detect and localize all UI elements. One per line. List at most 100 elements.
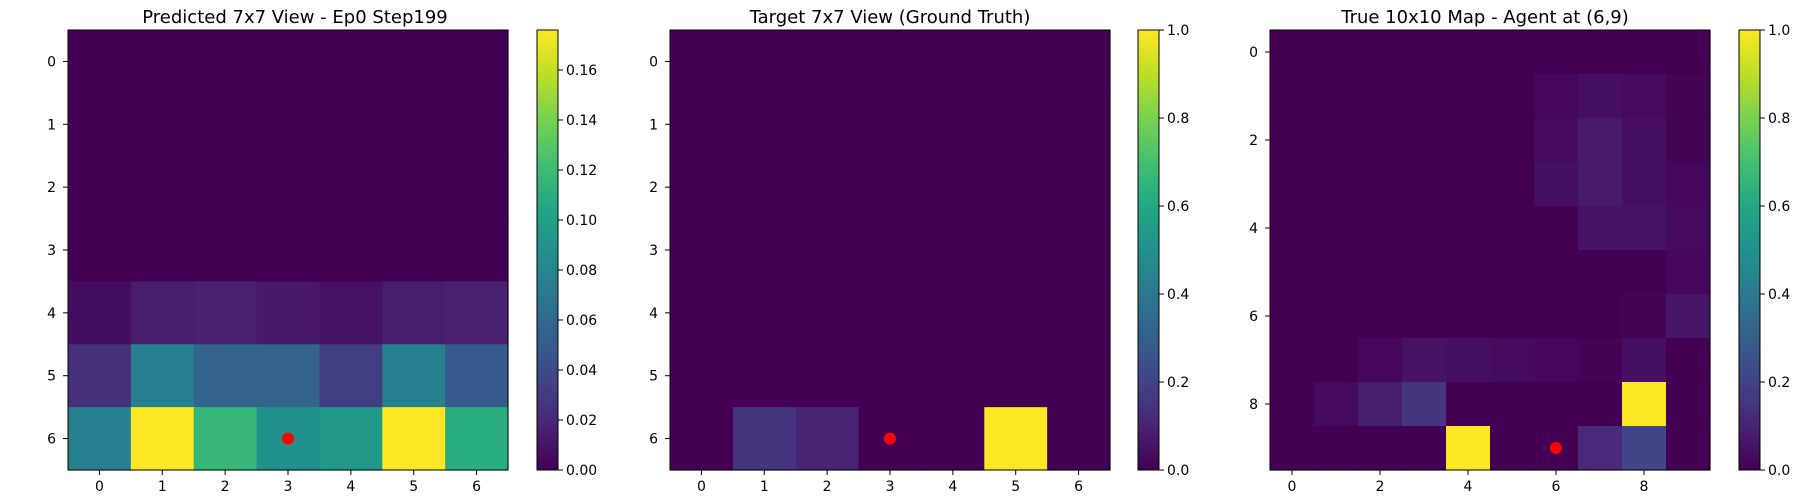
heatmap-cell [1402, 118, 1447, 163]
heatmap-cell [670, 30, 734, 94]
heatmap-cell [984, 344, 1048, 408]
heatmap-cell [921, 344, 985, 408]
y-tick-label: 4 [47, 306, 56, 322]
heatmap-cell [1622, 294, 1667, 339]
heatmap-cell [319, 92, 383, 157]
heatmap-cell [858, 218, 923, 283]
heatmap-cell [1358, 118, 1403, 163]
y-tick-label: 0 [47, 54, 56, 70]
heatmap-cell [445, 30, 509, 94]
heatmap-cell [1446, 250, 1491, 295]
colorbar-tick-label: 0.4 [1768, 287, 1790, 303]
heatmap-cell [1622, 382, 1667, 427]
heatmap-cell [1578, 338, 1623, 383]
agent-marker [884, 432, 896, 445]
heatmap-cell [1402, 30, 1447, 75]
heatmap-cell [1622, 74, 1667, 119]
x-tick-label: 4 [346, 479, 355, 495]
heatmap-cell [858, 30, 923, 94]
colorbar-tick-label: 0.6 [1768, 199, 1790, 215]
y-tick-label: 4 [649, 306, 658, 322]
y-tick-label: 1 [47, 117, 56, 133]
heatmap-cell [1446, 74, 1491, 119]
heatmap-cell [1534, 338, 1579, 383]
heatmap-cell [1047, 218, 1111, 283]
x-tick-label: 1 [158, 479, 167, 495]
heatmap-cell [1402, 250, 1447, 295]
heatmap-cell [130, 92, 195, 157]
heatmap-cell [732, 30, 797, 94]
heatmap-cell [68, 92, 132, 157]
heatmap-cell [319, 344, 383, 408]
heatmap-cell [670, 281, 734, 345]
heatmap-cell [1358, 338, 1403, 383]
heatmap-cell [68, 344, 132, 408]
chart-title: Predicted 7x7 View - Ep0 Step199 [142, 7, 447, 28]
colorbar-tick-label: 0.12 [566, 163, 597, 179]
colorbar-tick-label: 0.8 [1167, 111, 1189, 127]
heatmap-cell [795, 155, 860, 220]
heatmap-cell [1402, 382, 1447, 427]
heatmap-cell [732, 344, 797, 408]
heatmap-cell [1534, 206, 1579, 251]
heatmap-cell [1314, 338, 1359, 383]
heatmap-cell [130, 407, 195, 471]
heatmap-cell [193, 30, 258, 94]
heatmap-cell [1490, 294, 1535, 339]
heatmap-cell [1047, 281, 1111, 345]
x-tick-label: 6 [1074, 479, 1083, 495]
heatmap-cell [1666, 382, 1711, 427]
heatmap-cell [1047, 30, 1111, 94]
heatmap-cell [130, 30, 195, 94]
heatmap-cell [1490, 74, 1535, 119]
y-tick-label: 8 [1249, 397, 1258, 413]
heatmap-cell [1622, 250, 1667, 295]
y-tick-label: 2 [649, 180, 658, 196]
heatmap-cell [68, 407, 132, 471]
y-tick-label: 2 [1249, 133, 1258, 149]
heatmap-cell [1402, 74, 1447, 119]
heatmap-cell [1446, 206, 1491, 251]
heatmap-cell [984, 218, 1048, 283]
y-tick-label: 0 [1249, 45, 1258, 61]
colorbar-tick-label: 0.16 [566, 63, 597, 79]
heatmap-cell [858, 92, 923, 157]
heatmap-cell [795, 407, 860, 471]
heatmap-cell [319, 30, 383, 94]
heatmap-cell [1270, 250, 1315, 295]
heatmap-cell [193, 281, 258, 345]
heatmap-cell [1578, 118, 1623, 163]
heatmap-cell [795, 281, 860, 345]
colorbar-tick-label: 0.04 [566, 363, 597, 379]
heatmap-cell [1666, 206, 1711, 251]
colorbar-tick-label: 0.00 [566, 463, 597, 479]
heatmap-cell [193, 92, 258, 157]
agent-marker [1550, 442, 1562, 454]
heatmap-cell [256, 92, 321, 157]
heatmap-cell [1622, 162, 1667, 207]
heatmap-cell [1490, 338, 1535, 383]
heatmap-cell [1490, 250, 1535, 295]
x-tick-label: 2 [823, 479, 832, 495]
y-tick-label: 6 [649, 432, 658, 448]
y-tick-label: 6 [1249, 309, 1258, 325]
heatmap-cell [921, 30, 985, 94]
x-tick-label: 6 [472, 479, 481, 495]
heatmap-cell [382, 92, 446, 157]
heatmap-cell [1534, 30, 1579, 75]
heatmap-cell [1534, 118, 1579, 163]
colorbar-tick-label: 0.2 [1768, 375, 1790, 391]
heatmap-cell [382, 30, 446, 94]
heatmap-cell [1270, 118, 1315, 163]
heatmap-cell [256, 218, 321, 283]
colorbar [536, 29, 559, 471]
heatmap-cell [1270, 30, 1315, 75]
heatmap-cell [1534, 382, 1579, 427]
heatmap-cell [319, 155, 383, 220]
heatmap-cell [732, 407, 797, 471]
heatmap-cell [319, 407, 383, 471]
colorbar-tick-label: 0.0 [1768, 463, 1790, 479]
heatmap-cell [1402, 294, 1447, 339]
x-tick-label: 3 [284, 479, 293, 495]
